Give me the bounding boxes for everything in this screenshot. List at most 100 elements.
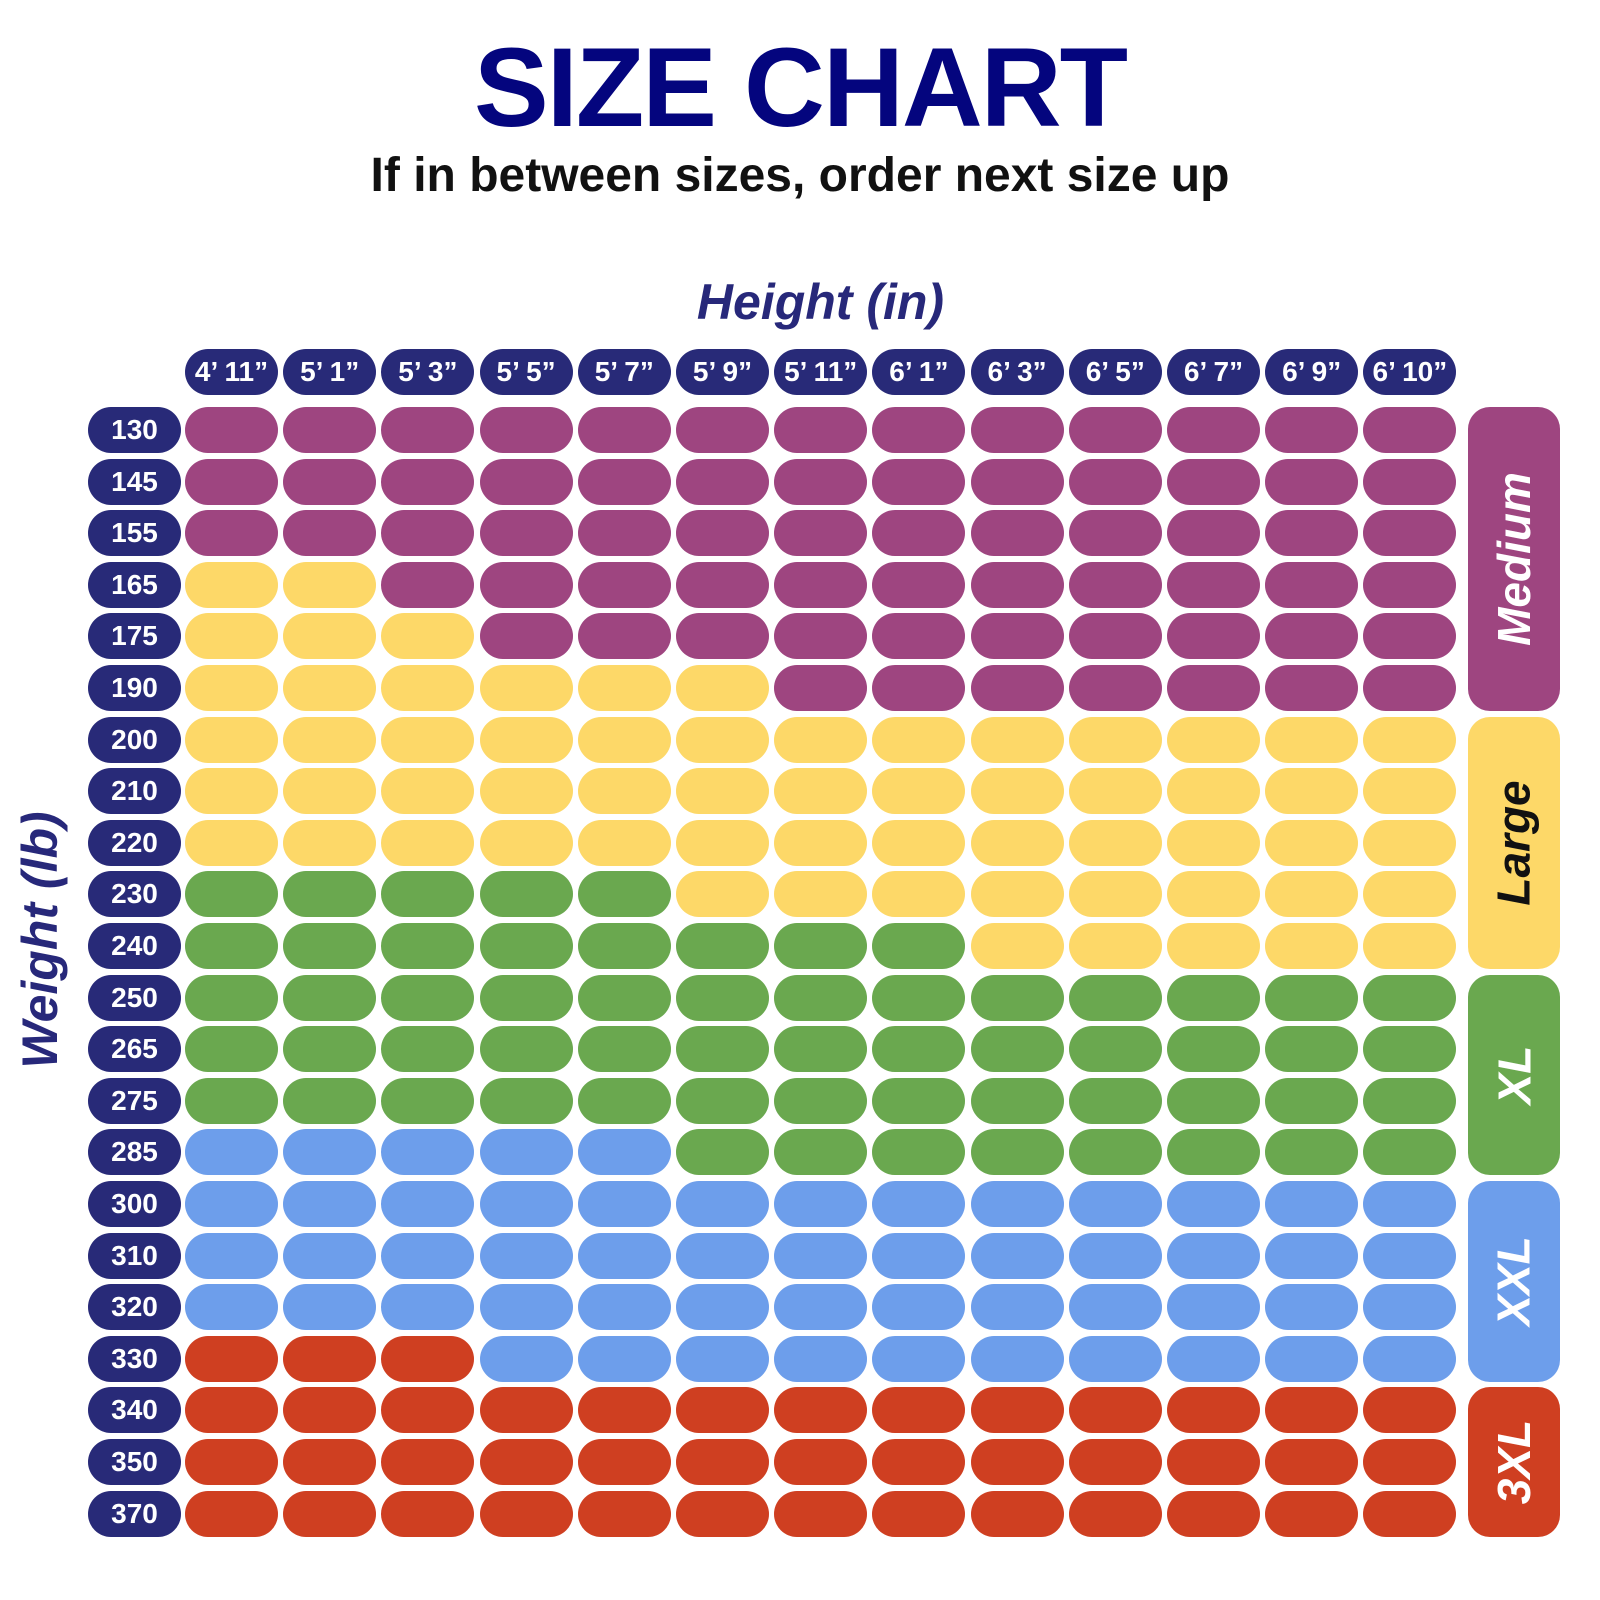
size-cell <box>1068 1284 1162 1331</box>
size-cell <box>970 510 1064 557</box>
size-cell <box>676 458 769 505</box>
size-cell <box>1265 1077 1359 1124</box>
size-cell <box>381 1284 475 1331</box>
size-cell <box>1363 665 1457 711</box>
size-cell <box>970 1490 1064 1537</box>
height-label: 6’ 1” <box>872 349 966 395</box>
size-cell <box>970 1335 1064 1382</box>
size-cell <box>1363 510 1457 557</box>
size-cell <box>1265 561 1359 608</box>
size-cell <box>381 1387 475 1434</box>
size-cell <box>872 871 966 918</box>
size-cell <box>577 1335 671 1382</box>
weight-label: 370 <box>88 1490 181 1537</box>
size-cell <box>1167 561 1260 608</box>
size-cell <box>676 561 769 608</box>
size-cell <box>872 1077 966 1124</box>
size-cell <box>970 716 1064 763</box>
size-cell <box>1265 974 1359 1021</box>
size-cell <box>479 613 573 660</box>
size-cell <box>1265 665 1359 711</box>
size-cell <box>1363 768 1457 815</box>
size-cell <box>774 1129 868 1176</box>
size-cell <box>577 1284 671 1331</box>
size-cell <box>970 974 1064 1021</box>
size-cell <box>381 458 475 505</box>
size-cell <box>1363 1232 1457 1279</box>
size-cell <box>970 1129 1064 1176</box>
size-cell <box>1068 1077 1162 1124</box>
size-cell <box>381 974 475 1021</box>
size-cell <box>1363 974 1457 1021</box>
height-label: 6’ 7” <box>1167 349 1260 395</box>
size-cell <box>970 407 1064 453</box>
size-cell <box>1167 716 1260 763</box>
size-cell <box>970 768 1064 815</box>
size-cell <box>1167 1335 1260 1382</box>
size-cell <box>1068 1181 1162 1227</box>
size-cell <box>381 1439 475 1485</box>
size-cell <box>1265 1490 1359 1537</box>
size-cell <box>1167 665 1260 711</box>
height-label: 6’ 3” <box>970 349 1064 395</box>
size-cell <box>1167 407 1260 453</box>
size-cell <box>381 510 475 557</box>
weight-label: 320 <box>88 1284 181 1331</box>
weight-label: 155 <box>88 510 181 557</box>
size-cell <box>774 871 868 918</box>
size-cell <box>283 510 377 557</box>
size-cell <box>577 1077 671 1124</box>
size-cell <box>970 1284 1064 1331</box>
size-cell <box>1068 1335 1162 1382</box>
size-cell <box>970 1439 1064 1485</box>
size-cell <box>1068 561 1162 608</box>
legend-xxl: XXL <box>1468 1181 1560 1382</box>
size-cell <box>479 1335 573 1382</box>
size-cell <box>1265 1181 1359 1227</box>
size-cell <box>283 716 377 763</box>
size-cell <box>872 407 966 453</box>
size-cell <box>479 510 573 557</box>
size-cell <box>1167 458 1260 505</box>
size-cell <box>1167 1387 1260 1434</box>
size-cell <box>1363 1335 1457 1382</box>
size-cell <box>283 768 377 815</box>
size-cell <box>381 819 475 866</box>
legend-label: XXL <box>1488 1236 1540 1327</box>
size-cell <box>1167 974 1260 1021</box>
size-cell <box>774 1387 868 1434</box>
size-cell <box>1068 665 1162 711</box>
size-cell <box>1265 1387 1359 1434</box>
size-cell <box>1068 974 1162 1021</box>
size-cell <box>479 923 573 969</box>
size-cell <box>185 510 278 557</box>
size-cell <box>283 923 377 969</box>
size-cell <box>1363 819 1457 866</box>
size-cell <box>479 1387 573 1434</box>
size-cell <box>479 871 573 918</box>
weight-label: 200 <box>88 716 181 763</box>
weight-label: 300 <box>88 1181 181 1227</box>
size-cell <box>185 768 278 815</box>
size-cell <box>774 665 868 711</box>
size-cell <box>1363 407 1457 453</box>
size-cell <box>970 613 1064 660</box>
size-cell <box>1363 1026 1457 1073</box>
height-label: 5’ 5” <box>479 349 573 395</box>
size-cell <box>1068 1232 1162 1279</box>
size-cell <box>774 1439 868 1485</box>
size-cell <box>1068 458 1162 505</box>
size-cell <box>1167 1129 1260 1176</box>
size-cell <box>381 561 475 608</box>
weight-label: 220 <box>88 819 181 866</box>
size-cell <box>577 1129 671 1176</box>
size-cell <box>479 665 573 711</box>
size-cell <box>676 1490 769 1537</box>
size-cell <box>185 407 278 453</box>
legend-label: Medium <box>1488 472 1540 646</box>
size-cell <box>283 561 377 608</box>
size-cell <box>283 871 377 918</box>
height-label: 5’ 9” <box>676 349 769 395</box>
size-cell <box>676 768 769 815</box>
size-cell <box>1265 923 1359 969</box>
